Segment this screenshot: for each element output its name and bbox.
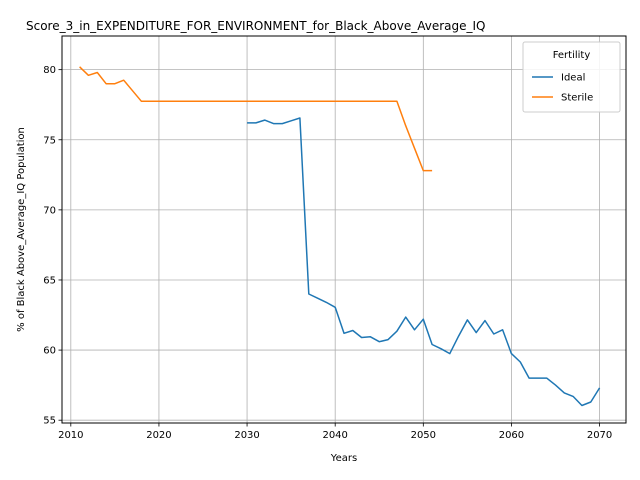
legend: Fertility Ideal Sterile [522, 41, 621, 113]
y-axis-label: % of Black Above_Average_IQ Population [16, 127, 27, 332]
chart-title: Score_3_in_EXPENDITURE_FOR_ENVIRONMENT_f… [26, 19, 485, 33]
plot-area-frame [61, 35, 627, 424]
x-axis-label: Years [330, 453, 357, 464]
series-line-ideal [247, 117, 601, 407]
x-tick-label: 2070 [587, 430, 612, 441]
y-tick-label: 80 [43, 65, 56, 76]
x-tick-label: 2020 [146, 430, 171, 441]
x-tick-label: 2010 [58, 430, 83, 441]
x-tick-label: 2060 [499, 430, 524, 441]
legend-label-ideal: Ideal [561, 73, 585, 84]
y-tick-label: 55 [43, 416, 56, 427]
legend-box [522, 41, 621, 113]
series-line-sterile [79, 66, 433, 172]
y-tick-label: 65 [43, 275, 56, 286]
legend-title: Fertility [553, 50, 591, 61]
y-tick-label: 70 [43, 205, 56, 216]
legend-label-sterile: Sterile [561, 93, 593, 104]
series-lines [79, 66, 601, 407]
y-tick-label: 75 [43, 135, 56, 146]
x-tick-label: 2040 [322, 430, 347, 441]
legend-items: Ideal Sterile [532, 73, 593, 104]
x-tick-label: 2050 [411, 430, 436, 441]
axis-ticks: 2010 2020 2030 2040 2050 2060 2070 55 60 65 70 75 80 [43, 65, 612, 441]
x-tick-label: 2030 [234, 430, 259, 441]
y-tick-label: 60 [43, 346, 56, 357]
